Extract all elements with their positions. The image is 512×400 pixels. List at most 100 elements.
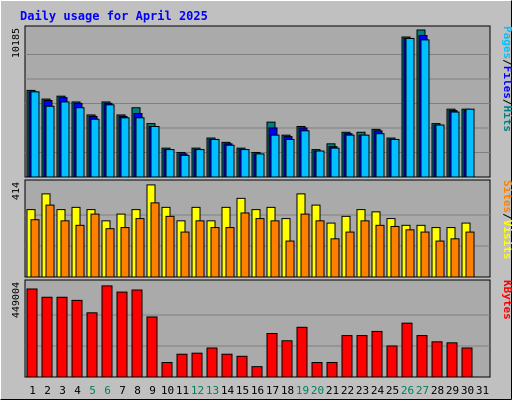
bar-sites-day-28 (435, 240, 445, 278)
bar-kbytes-day-20 (311, 362, 323, 378)
bar-kbytes-day-16 (251, 366, 263, 378)
side-label-part: Sites (501, 180, 512, 213)
bar-sites-day-5 (90, 213, 100, 278)
ymax-label-kbytes: 449004 (11, 282, 22, 318)
x-tick-label: 5 (89, 384, 96, 397)
x-tick-label: 31 (476, 384, 489, 397)
x-tick-label: 2 (44, 384, 51, 397)
bar-kbytes-day-21 (326, 362, 338, 378)
bar-pages-day-2 (45, 105, 55, 178)
x-tick-label: 23 (356, 384, 369, 397)
bar-kbytes-day-3 (56, 296, 68, 378)
x-tick-label: 12 (191, 384, 204, 397)
bar-sites-day-7 (120, 227, 130, 278)
chart-title: Daily usage for April 2025 (20, 9, 208, 23)
bar-kbytes-day-6 (101, 285, 113, 378)
bar-pages-day-15 (240, 149, 250, 178)
bar-kbytes-day-25 (386, 345, 398, 378)
bar-pages-day-8 (135, 117, 145, 178)
x-tick-label: 1 (29, 384, 36, 397)
bar-sites-day-25 (390, 225, 400, 278)
x-tick-label: 10 (161, 384, 174, 397)
bar-sites-day-23 (360, 220, 370, 278)
side-label-part: KBytes (501, 280, 512, 320)
bar-pages-day-27 (420, 39, 430, 178)
bar-sites-day-18 (285, 240, 295, 278)
bar-sites-day-9 (150, 202, 160, 278)
bar-pages-day-23 (360, 134, 370, 178)
x-tick-label: 6 (104, 384, 111, 397)
bar-kbytes-day-13 (206, 347, 218, 378)
bar-kbytes-day-4 (71, 299, 83, 378)
x-tick-label: 20 (311, 384, 324, 397)
bar-sites-day-22 (345, 231, 355, 278)
x-tick-label: 28 (431, 384, 444, 397)
x-tick-label: 21 (326, 384, 339, 397)
bar-kbytes-day-2 (41, 296, 53, 378)
bar-kbytes-day-29 (446, 342, 458, 378)
x-tick-label: 4 (74, 384, 81, 397)
bar-kbytes-day-27 (416, 335, 428, 378)
bar-pages-day-13 (210, 138, 220, 178)
bar-kbytes-day-15 (236, 355, 248, 378)
bar-kbytes-day-24 (371, 330, 383, 378)
bar-pages-day-3 (60, 101, 70, 178)
panel-visits: 414 Sites/Visits (11, 179, 512, 278)
x-tick-label: 30 (461, 384, 474, 397)
bar-pages-day-28 (435, 124, 445, 178)
side-label-visits: Sites/Visits (501, 180, 512, 260)
bar-pages-day-11 (180, 154, 190, 178)
bar-kbytes-day-1 (26, 288, 38, 378)
ymax-label-hits: 10185 (11, 28, 22, 58)
panel-kbytes: 449004 KBytes (11, 279, 512, 378)
bar-sites-day-17 (270, 220, 280, 278)
bar-kbytes-day-30 (461, 347, 473, 378)
bar-kbytes-day-18 (281, 340, 293, 378)
bar-pages-day-20 (315, 150, 325, 178)
bar-sites-day-29 (450, 238, 460, 278)
bar-sites-day-4 (75, 224, 85, 278)
side-label-kbytes: KBytes (501, 280, 512, 320)
bar-kbytes-day-23 (356, 335, 368, 378)
bar-sites-day-8 (135, 218, 145, 278)
side-label-part: Files (501, 66, 512, 99)
bar-kbytes-day-7 (116, 291, 128, 378)
side-label-part: / (501, 59, 512, 66)
bar-pages-day-7 (120, 117, 130, 178)
x-tick-label: 7 (119, 384, 126, 397)
x-tick-label: 11 (176, 384, 189, 397)
x-tick-label: 14 (221, 384, 235, 397)
bar-pages-day-14 (225, 144, 235, 178)
bar-kbytes-day-8 (131, 289, 143, 378)
bar-pages-day-12 (195, 149, 205, 178)
side-label-part: / (501, 99, 512, 106)
bar-pages-day-19 (300, 130, 310, 178)
bar-pages-day-10 (165, 149, 175, 178)
bar-sites-day-21 (330, 238, 340, 278)
bar-sites-day-10 (165, 215, 175, 278)
bar-sites-day-14 (225, 227, 235, 278)
ymax-label-visits: 414 (11, 182, 22, 200)
bar-pages-day-29 (450, 111, 460, 178)
bar-sites-day-11 (180, 231, 190, 278)
bar-pages-day-6 (105, 104, 115, 178)
bar-kbytes-day-22 (341, 335, 353, 378)
bar-kbytes-day-9 (146, 316, 158, 378)
bar-kbytes-day-17 (266, 333, 278, 378)
bar-pages-day-4 (75, 107, 85, 178)
bar-kbytes-day-28 (431, 341, 443, 378)
bar-sites-day-12 (195, 220, 205, 278)
bar-sites-day-26 (405, 229, 415, 278)
x-tick-label: 18 (281, 384, 294, 397)
bar-sites-day-15 (240, 212, 250, 278)
bar-sites-day-24 (375, 224, 385, 278)
bar-pages-day-1 (30, 91, 40, 178)
bar-pages-day-16 (255, 153, 265, 178)
bar-pages-day-24 (375, 133, 385, 178)
bar-sites-day-19 (300, 213, 310, 278)
bar-sites-day-2 (45, 204, 55, 278)
x-tick-label: 8 (134, 384, 141, 397)
x-tick-label: 16 (251, 384, 264, 397)
bar-pages-day-5 (90, 118, 100, 178)
